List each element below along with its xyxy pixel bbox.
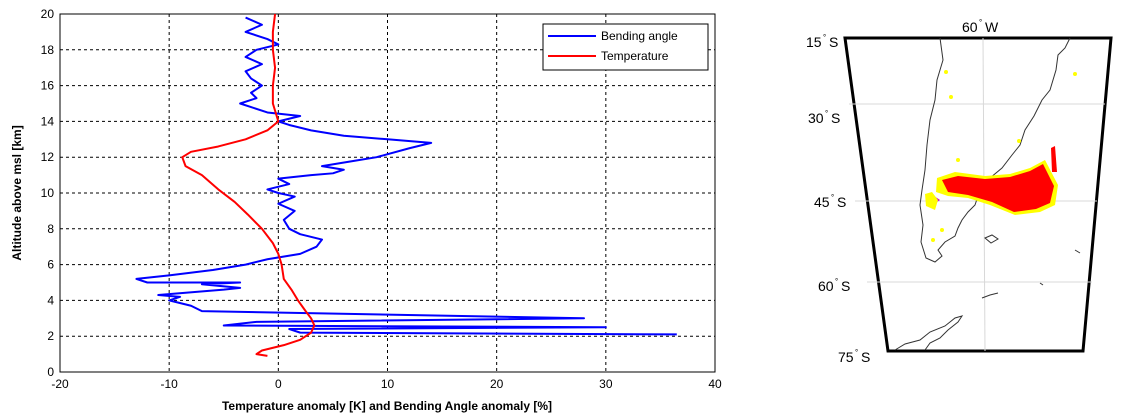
- svg-text:45: 45: [814, 194, 830, 210]
- x-tick-label: -20: [51, 377, 69, 391]
- coastline-falklands: [984, 234, 999, 244]
- y-tick-label: 10: [41, 186, 55, 200]
- y-tick-label: 8: [47, 222, 54, 236]
- svg-text:S: S: [831, 110, 840, 126]
- y-tick-labels: 0 2 4 6 8 10 12 14 16 18 20: [41, 7, 55, 379]
- highlight-dot: [940, 228, 944, 232]
- latitude-label-15s: 15 ° S: [806, 33, 838, 50]
- highlight-dot: [956, 158, 960, 162]
- highlight-streak: [1051, 146, 1057, 172]
- series-line-bending-angle: [135, 16, 677, 336]
- highlight-dot: [931, 238, 935, 242]
- y-tick-label: 16: [41, 79, 55, 93]
- latitude-label-45s: 45 ° S: [814, 193, 846, 210]
- svg-text:°: °: [835, 277, 838, 286]
- latitude-label-75s: 75 ° S: [838, 348, 870, 365]
- y-tick-label: 4: [47, 293, 54, 307]
- svg-text:60: 60: [818, 278, 834, 294]
- coastline-sandwich: [1039, 282, 1044, 286]
- coastline-south-georgia: [1074, 249, 1081, 254]
- svg-text:60: 60: [962, 19, 978, 35]
- x-tick-label: 0: [275, 377, 282, 391]
- y-tick-label: 6: [47, 258, 54, 272]
- longitude-label-60w: 60 ° W: [962, 18, 999, 35]
- highlight-dot: [949, 95, 953, 99]
- y-axis-label: Altitude above msl [km]: [10, 125, 24, 260]
- coastline-antarctic-peninsula: [894, 315, 964, 351]
- y-tick-label: 12: [41, 150, 55, 164]
- coastline-south-shetland: [981, 292, 999, 299]
- y-tick-label: 18: [41, 43, 55, 57]
- svg-text:W: W: [985, 19, 999, 35]
- svg-text:30: 30: [808, 110, 824, 126]
- highlight-main: [942, 164, 1054, 212]
- highlight-dot: [1017, 139, 1021, 143]
- svg-text:75: 75: [838, 349, 854, 365]
- line-chart: -20 -10 0 10 20 30 40 0 2 4 6 8 10 12 14 16 18 20 Temper…: [10, 7, 722, 413]
- x-tick-label: 10: [381, 377, 395, 391]
- series-lines: [135, 13, 677, 357]
- svg-text:15: 15: [806, 34, 822, 50]
- svg-text:°: °: [855, 348, 858, 357]
- map-panel: 60 ° W 15 ° S 30 ° S 45 ° S 60 ° S 75 ° …: [806, 18, 1113, 365]
- svg-text:°: °: [831, 193, 834, 202]
- y-tick-label: 2: [47, 329, 54, 343]
- highlight-dot: [944, 70, 948, 74]
- svg-text:S: S: [841, 278, 850, 294]
- latitude-label-60s: 60 ° S: [818, 277, 850, 294]
- y-tick-label: 20: [41, 7, 55, 21]
- svg-text:S: S: [861, 349, 870, 365]
- svg-text:°: °: [979, 18, 982, 27]
- svg-text:S: S: [829, 34, 838, 50]
- svg-text:°: °: [825, 109, 828, 118]
- highlight-dot: [1073, 72, 1077, 76]
- y-tick-label: 14: [41, 114, 55, 128]
- x-tick-labels: -20 -10 0 10 20 30 40: [51, 377, 722, 391]
- svg-text:°: °: [823, 33, 826, 42]
- svg-text:S: S: [837, 194, 846, 210]
- coastline-south-america: [919, 37, 1071, 263]
- latitude-label-30s: 30 ° S: [808, 109, 840, 126]
- x-tick-label: -10: [160, 377, 178, 391]
- legend: Bending angle Temperature: [542, 23, 709, 71]
- legend-box: [542, 23, 709, 71]
- series-line-temperature: [181, 13, 316, 357]
- x-tick-label: 40: [708, 377, 722, 391]
- y-tick-label: 0: [47, 365, 54, 379]
- legend-label-bending-angle: Bending angle: [601, 29, 678, 43]
- x-tick-label: 30: [599, 377, 613, 391]
- highlight-fringe-west: [925, 192, 938, 210]
- x-axis-label: Temperature anomaly [K] and Bending Angl…: [222, 399, 552, 413]
- legend-label-temperature: Temperature: [601, 49, 669, 63]
- x-tick-label: 20: [490, 377, 504, 391]
